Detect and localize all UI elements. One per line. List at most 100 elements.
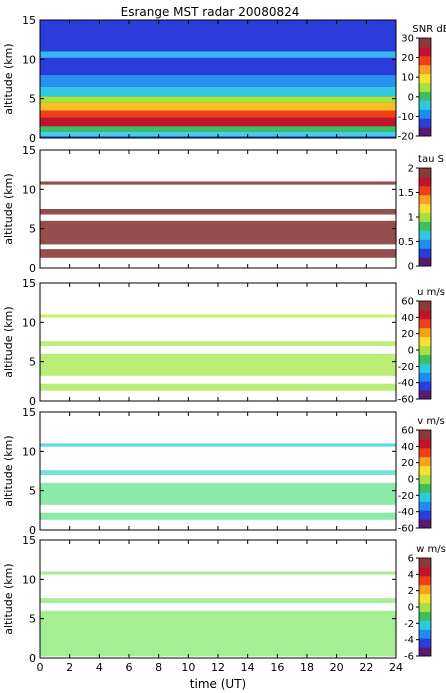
colorbar-tick-label: -4 xyxy=(404,635,414,646)
x-tick-label: 6 xyxy=(126,661,133,674)
y-tick-label: 10 xyxy=(22,53,36,66)
colorbar-tick-label: 0.5 xyxy=(398,237,414,248)
echo-band xyxy=(40,341,396,346)
colorbar-segment xyxy=(419,611,431,621)
y-axis-label: altitude (km) xyxy=(2,43,15,114)
figure-title: Esrange MST radar 20080824 xyxy=(121,5,300,19)
colorbar-segment xyxy=(419,584,431,595)
colorbar-tick-label: 60 xyxy=(401,426,414,437)
x-tick-label: 12 xyxy=(211,661,225,674)
colorbar-segment xyxy=(419,336,431,347)
colorbar-segment xyxy=(419,301,431,311)
y-axis-label: altitude (km) xyxy=(2,563,15,634)
x-axis-label: time (UT) xyxy=(190,677,246,691)
colorbar-label: tau S xyxy=(418,154,444,165)
x-tick-label: 16 xyxy=(270,661,284,674)
colorbar-segment xyxy=(419,345,431,355)
y-tick-label: 0 xyxy=(29,395,36,408)
echo-band xyxy=(40,126,396,132)
colorbar-tick-label: 0 xyxy=(408,92,414,103)
colorbar-segment xyxy=(419,221,431,231)
y-tick-label: 10 xyxy=(22,183,36,196)
colorbar-segment xyxy=(419,575,431,586)
colorbar-segment xyxy=(419,363,431,373)
panel-2: 0 5 10 15 altitude (km) tau S 2 1.5 1 0.5 0 xyxy=(2,144,444,275)
x-tick-label: 18 xyxy=(300,661,314,674)
echo-band xyxy=(40,86,396,97)
echo-band xyxy=(40,75,396,87)
y-tick-label: 10 xyxy=(22,316,36,329)
colorbar-segment xyxy=(419,118,431,128)
colorbar-segment xyxy=(419,194,431,205)
y-tick-label: 0 xyxy=(29,524,36,537)
colorbar-frame xyxy=(418,37,432,137)
colorbar-segment xyxy=(419,64,431,75)
colorbar-segment xyxy=(419,185,431,196)
x-tick-label: 14 xyxy=(241,661,255,674)
panel-3: 0 5 10 15 altitude (km) u m/s60 40 20 0 -20 -40 -60 xyxy=(2,277,445,408)
colorbar-segment xyxy=(419,566,431,577)
colorbar-tick-label: 20 xyxy=(401,53,414,64)
colorbar-tick-label: 2 xyxy=(408,164,414,175)
colorbar-segment xyxy=(419,456,431,467)
echo-band xyxy=(40,110,396,118)
echo-band xyxy=(40,610,396,657)
y-tick-label: 0 xyxy=(29,652,36,665)
echo-band xyxy=(40,470,396,475)
x-tick-label: 24 xyxy=(389,661,403,674)
colorbar-tick-label: 40 xyxy=(401,442,414,453)
colorbar-tick-label: 6 xyxy=(408,554,414,565)
y-tick-label: 5 xyxy=(29,485,36,498)
colorbar-tick-label: -20 xyxy=(398,491,414,502)
colorbar-segment xyxy=(419,55,431,66)
echo-band xyxy=(40,353,396,376)
colorbar-segment xyxy=(419,381,431,391)
colorbar-segment xyxy=(419,257,431,267)
colorbar-tick-label: 20 xyxy=(401,458,414,469)
colorbar-tick-label: 10 xyxy=(401,73,414,84)
echo-band xyxy=(40,383,396,391)
colorbar-tick-label: 60 xyxy=(401,297,414,308)
x-tick-label: 8 xyxy=(155,661,162,674)
echo-band xyxy=(40,209,396,215)
x-tick-label: 4 xyxy=(96,661,103,674)
colorbar-tick-label: 0 xyxy=(408,475,414,486)
colorbar-tick-label: -10 xyxy=(398,112,414,123)
colorbar-segment xyxy=(419,372,431,382)
y-axis-label: altitude (km) xyxy=(2,173,15,244)
colorbar-label: SNR dB xyxy=(412,24,446,35)
colorbar-segment xyxy=(419,390,431,400)
x-tick-label: 10 xyxy=(181,661,195,674)
colorbar-tick-label: -60 xyxy=(398,524,414,535)
colorbar-tick-label: -40 xyxy=(398,378,414,389)
colorbar-segment xyxy=(419,127,431,137)
colorbar-segment xyxy=(419,168,431,178)
y-tick-label: 5 xyxy=(29,223,36,236)
colorbar-segment xyxy=(419,647,431,657)
colorbar-tick-label: -20 xyxy=(398,132,414,143)
x-tick-label: 0 xyxy=(37,661,44,674)
colorbar-segment xyxy=(419,318,431,329)
colorbar-segment xyxy=(419,465,431,476)
colorbar-tick-label: 0 xyxy=(408,346,414,357)
x-tick-label: 20 xyxy=(330,661,344,674)
colorbar-segment xyxy=(419,109,431,119)
echo-band xyxy=(40,314,396,318)
echo-band xyxy=(40,102,396,111)
colorbar-tick-label: -40 xyxy=(398,507,414,518)
y-axis-label: altitude (km) xyxy=(2,306,15,377)
colorbar-segment xyxy=(419,593,431,604)
colorbar-segment xyxy=(419,212,431,222)
colorbar-segment xyxy=(419,91,431,101)
colorbar-tick-label: 20 xyxy=(401,329,414,340)
colorbar-segment xyxy=(419,203,431,214)
colorbar-segment xyxy=(419,354,431,364)
colorbar-segment xyxy=(419,327,431,338)
colorbar-label: w m/s xyxy=(416,544,446,555)
y-tick-label: 15 xyxy=(22,277,36,290)
colorbar-tick-label: 1.5 xyxy=(398,188,414,199)
colorbar-segment xyxy=(419,474,431,484)
